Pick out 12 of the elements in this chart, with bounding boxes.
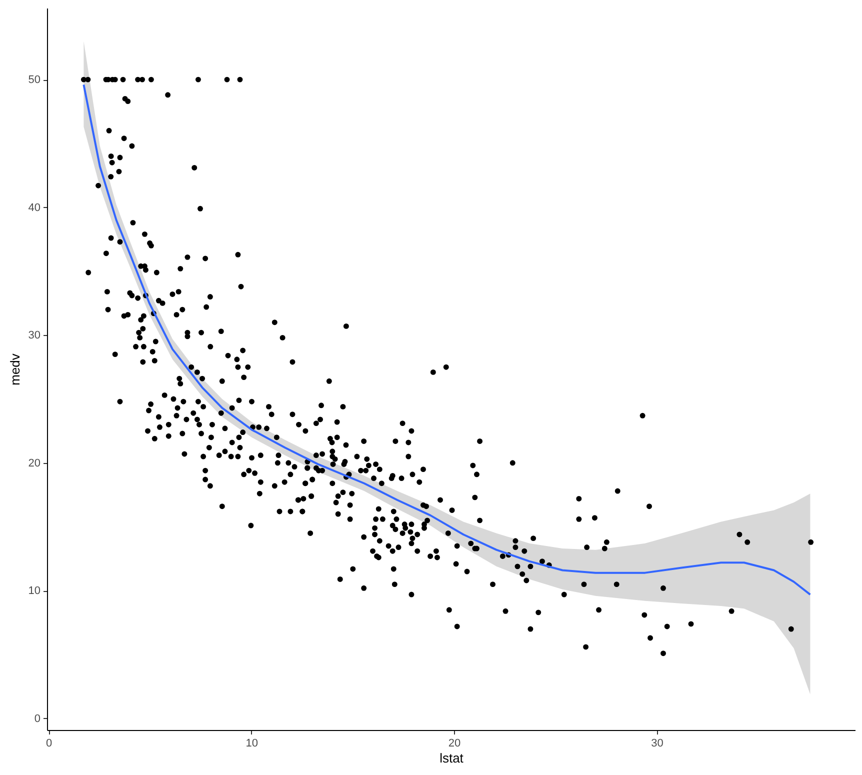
x-tick-label: 30 [651, 738, 664, 750]
y-axis-title: medv [7, 353, 22, 386]
y-tick-label: 30 [28, 330, 40, 342]
y-tick-label: 40 [28, 202, 40, 214]
x-axis-title: lstat [440, 750, 464, 766]
x-tick-label: 20 [448, 738, 461, 750]
y-tick-label: 10 [28, 585, 40, 598]
y-tick-label: 50 [28, 74, 40, 86]
y-tick-label: 0 [34, 713, 40, 725]
y-tick-label: 20 [28, 457, 40, 470]
x-tick-label: 0 [46, 738, 52, 750]
x-tick-label: 10 [246, 738, 258, 750]
